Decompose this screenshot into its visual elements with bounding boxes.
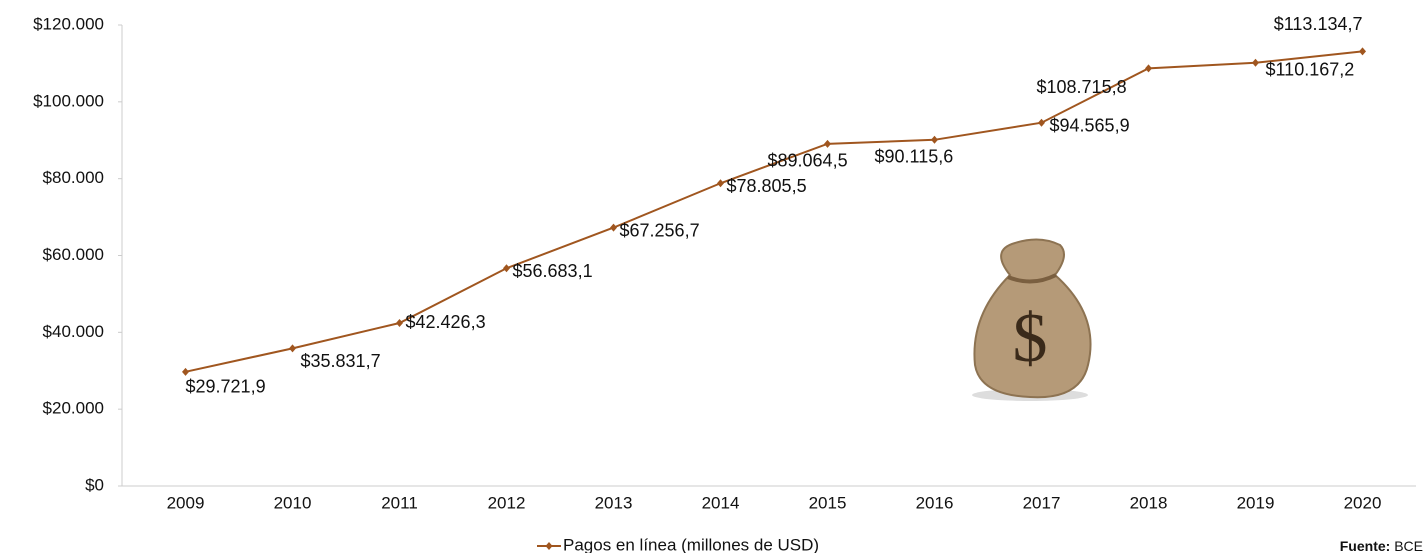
- y-tick-label: $100.000: [33, 91, 104, 110]
- x-tick-label: 2018: [1130, 493, 1168, 512]
- marker: [396, 319, 403, 327]
- marker: [182, 368, 189, 376]
- marker: [931, 136, 938, 144]
- x-tick-label: 2020: [1344, 493, 1382, 512]
- x-tick-label: 2017: [1023, 493, 1061, 512]
- x-tick-label: 2015: [809, 493, 847, 512]
- marker: [610, 224, 617, 232]
- line: [186, 51, 1363, 371]
- source: Fuente: BCE: [1340, 538, 1423, 553]
- marker: [289, 344, 296, 352]
- y-tick-label: $120.000: [33, 14, 104, 33]
- value-label: $67.256,7: [620, 220, 700, 240]
- x-tick-label: 2014: [702, 493, 740, 512]
- x-tick-label: 2019: [1237, 493, 1275, 512]
- value-label: $42.426,3: [406, 312, 486, 332]
- x-tick-label: 2009: [167, 493, 205, 512]
- value-label: $90.115,6: [875, 147, 954, 167]
- money-bag: $: [972, 239, 1091, 401]
- y-tick-label: $60.000: [43, 245, 104, 264]
- value-label: $35.831,7: [301, 351, 381, 371]
- marker: [1252, 59, 1259, 67]
- marker: [546, 542, 553, 550]
- value-label: $89.064,5: [768, 151, 848, 171]
- marker: [717, 179, 724, 187]
- x-tick-label: 2016: [916, 493, 954, 512]
- svg-text:$: $: [1013, 300, 1048, 377]
- value-label: $108.715,8: [1037, 77, 1127, 97]
- x-tick-label: 2013: [595, 493, 633, 512]
- value-label: $56.683,1: [513, 261, 593, 281]
- value-label: $113.134,7: [1274, 14, 1363, 34]
- y-tick-label: $40.000: [43, 322, 104, 341]
- y-tick-label: $20.000: [43, 399, 104, 418]
- chart: $ Pagos en línea (millones de USD) Fuent…: [0, 0, 1423, 553]
- marker: [824, 140, 831, 148]
- x-tick-label: 2012: [488, 493, 526, 512]
- marker: [1038, 119, 1045, 127]
- source-label: Fuente:: [1340, 538, 1391, 553]
- value-label: $110.167,2: [1266, 60, 1355, 80]
- value-label: $94.565,9: [1050, 115, 1130, 135]
- x-tick-label: 2011: [381, 493, 418, 512]
- source-text: BCE: [1394, 538, 1423, 553]
- marker: [1145, 64, 1152, 72]
- y-tick-label: $0: [85, 475, 104, 494]
- legend-label: Pagos en línea (millones de USD): [563, 535, 819, 553]
- marker: [1359, 47, 1366, 55]
- value-label: $78.805,5: [727, 176, 807, 196]
- value-label: $29.721,9: [186, 377, 266, 397]
- marker: [503, 264, 510, 272]
- x-tick-label: 2010: [274, 493, 312, 512]
- y-tick-label: $80.000: [43, 168, 104, 187]
